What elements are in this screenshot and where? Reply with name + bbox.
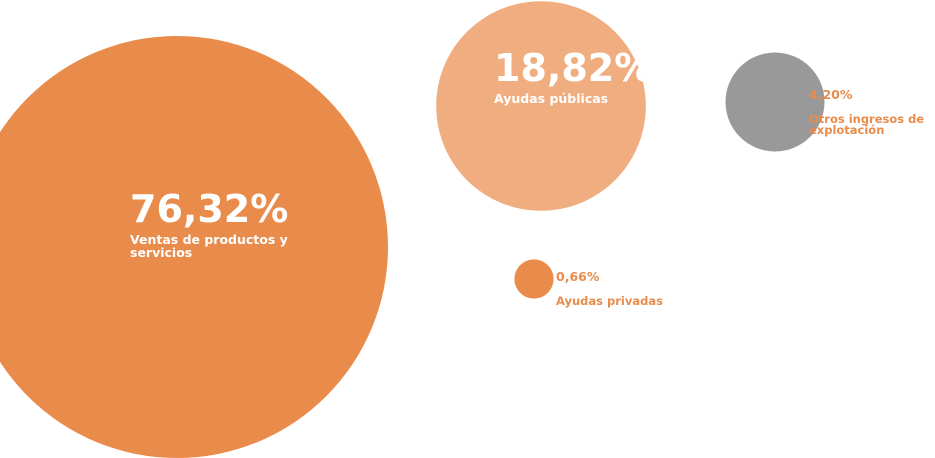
bubble-privadas-value-label: 0,66%: [556, 269, 600, 284]
bubble-ventas-circle: [0, 36, 388, 458]
bubble-ventas-category-label: servicios: [130, 245, 192, 260]
bubble-ventas-category-label: Ventas de productos y: [130, 232, 288, 247]
bubble-privadas-circle: [514, 259, 554, 299]
bubble-privadas-category-label: Ayudas privadas: [556, 294, 663, 308]
bubble-privadas: 0,66% Ayudas privadas: [514, 259, 663, 308]
bubble-otros-value-label: 4,20%: [809, 87, 853, 102]
bubble-publicas-value-label: 18,82%: [494, 46, 652, 90]
bubble-publicas-category-label: Ayudas públicas: [494, 91, 608, 106]
bubble-otros-category-label: explotación: [809, 123, 884, 137]
bubble-publicas: 18,82%Ayudas públicas: [436, 1, 652, 211]
bubble-otros-circle: [725, 52, 825, 152]
bubble-ventas-value-label: 76,32%: [130, 187, 288, 231]
bubble-otros-category-label: Otros ingresos de: [809, 112, 924, 126]
bubble-publicas-circle: [436, 1, 646, 211]
